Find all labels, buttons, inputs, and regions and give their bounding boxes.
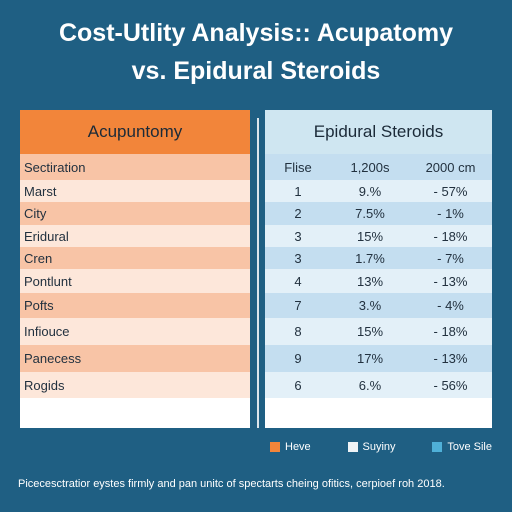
legend-label: Tove Sile: [447, 441, 492, 453]
legend-swatch: [270, 442, 280, 452]
legend-label: Heve: [285, 441, 311, 453]
epidural-row: 1 9.% - 57%: [265, 180, 492, 202]
row-label: Sectiration: [24, 159, 86, 175]
change-cell: - 1%: [437, 206, 464, 221]
change-cell: 2000 cm: [425, 159, 476, 175]
title-line-2: vs. Epidural Steroids: [131, 57, 381, 85]
rank-cell: 9: [294, 351, 302, 366]
acupuntomy-row: Marst: [20, 180, 250, 202]
epidural-row: 3 1.7% - 7%: [265, 247, 492, 269]
row-label: City: [24, 206, 47, 221]
row-label: Panecess: [24, 351, 82, 366]
row-label: Rogids: [24, 377, 65, 393]
change-cell: - 7%: [437, 250, 464, 266]
rank-cell: Flise: [284, 159, 312, 175]
row-label: Marst: [24, 183, 57, 199]
rank-cell: 1: [294, 183, 302, 199]
change-cell: - 56%: [433, 377, 468, 393]
legend-item: Suyiny: [347, 441, 396, 453]
epidural-row: 8 15% - 18%: [265, 318, 492, 345]
legend-item: Tove Sile: [432, 441, 492, 453]
legend-item: Heve: [270, 441, 311, 453]
legend-label: Suyiny: [362, 441, 396, 453]
value-cell: 7.5%: [355, 206, 385, 221]
legend-swatch: [432, 442, 443, 452]
acupuntomy-row: Infiouce: [20, 318, 250, 345]
epidural-row: 9 17% - 13%: [265, 345, 492, 372]
rank-cell: 4: [294, 273, 302, 289]
rank-cell: 7: [294, 298, 302, 313]
epidural-row: Flise 1,200s 2000 cm: [265, 154, 492, 180]
value-cell: 6.%: [358, 377, 382, 393]
epidural-row: 4 13% - 13%: [265, 269, 492, 293]
change-cell: - 4%: [437, 298, 464, 313]
epidural-rows: Flise 1,200s 2000 cm 1 9.% - 57% 2 7.5% - 1% 3 15%…: [265, 154, 492, 398]
value-cell: 17%: [356, 351, 384, 366]
acupuntomy-row: City: [20, 202, 250, 225]
row-label: Pontlunt: [24, 273, 72, 289]
value-cell: 1,200s: [350, 159, 390, 175]
epidural-row: 7 3.% - 4%: [265, 293, 492, 318]
value-cell: 9.%: [358, 183, 382, 199]
value-cell: 15%: [356, 228, 384, 244]
value-cell: 13%: [356, 273, 384, 289]
rank-cell: 6: [294, 377, 302, 393]
rank-cell: 3: [294, 250, 302, 266]
value-cell: 3.%: [358, 298, 382, 313]
acupuntomy-row: Sectiration: [20, 154, 250, 180]
legend-swatch: [347, 442, 358, 452]
row-label: Pofts: [24, 298, 54, 313]
epidural-panel: Epidural Steroids Flise 1,200s 2000 cm 1 9.%…: [265, 110, 492, 428]
epidural-header: Epidural Steroids: [265, 110, 492, 154]
rank-cell: 8: [294, 324, 302, 339]
value-cell: 15%: [356, 324, 384, 339]
row-label: Eridural: [24, 228, 69, 244]
rank-cell: 2: [294, 206, 302, 221]
row-label: Cren: [24, 250, 53, 266]
change-cell: - 13%: [433, 351, 468, 366]
value-cell: 1.7%: [355, 250, 385, 266]
legend: Heve Suyiny Tove Sile: [270, 441, 492, 453]
acupuntomy-panel: Acupuntomy Sectiration Marst City Eridural C…: [20, 110, 250, 428]
acupuntomy-row: Pofts: [20, 293, 250, 318]
footnote: Picecesctratior eystes firmly and pan un…: [18, 478, 445, 490]
epidural-row: 2 7.5% - 1%: [265, 202, 492, 225]
change-cell: - 18%: [433, 228, 468, 244]
panel-divider: [257, 118, 259, 428]
rank-cell: 3: [294, 228, 302, 244]
chart-title: Cost-Utlity Analysis:: Acupatomy vs. Epi…: [0, 14, 512, 90]
acupuntomy-row: Pontlunt: [20, 269, 250, 293]
acupuntomy-row: Panecess: [20, 345, 250, 372]
row-label: Infiouce: [24, 324, 70, 339]
acupuntomy-row: Rogids: [20, 372, 250, 398]
acupuntomy-header: Acupuntomy: [20, 110, 250, 154]
change-cell: - 57%: [433, 183, 468, 199]
epidural-row: 6 6.% - 56%: [265, 372, 492, 398]
acupuntomy-row: Eridural: [20, 225, 250, 247]
change-cell: - 18%: [433, 324, 468, 339]
epidural-row: 3 15% - 18%: [265, 225, 492, 247]
acupuntomy-row: Cren: [20, 247, 250, 269]
title-line-1: Cost-Utlity Analysis:: Acupatomy: [58, 19, 454, 47]
change-cell: - 13%: [433, 273, 468, 289]
acupuntomy-rows: Sectiration Marst City Eridural Cren Pontlunt…: [20, 154, 250, 398]
